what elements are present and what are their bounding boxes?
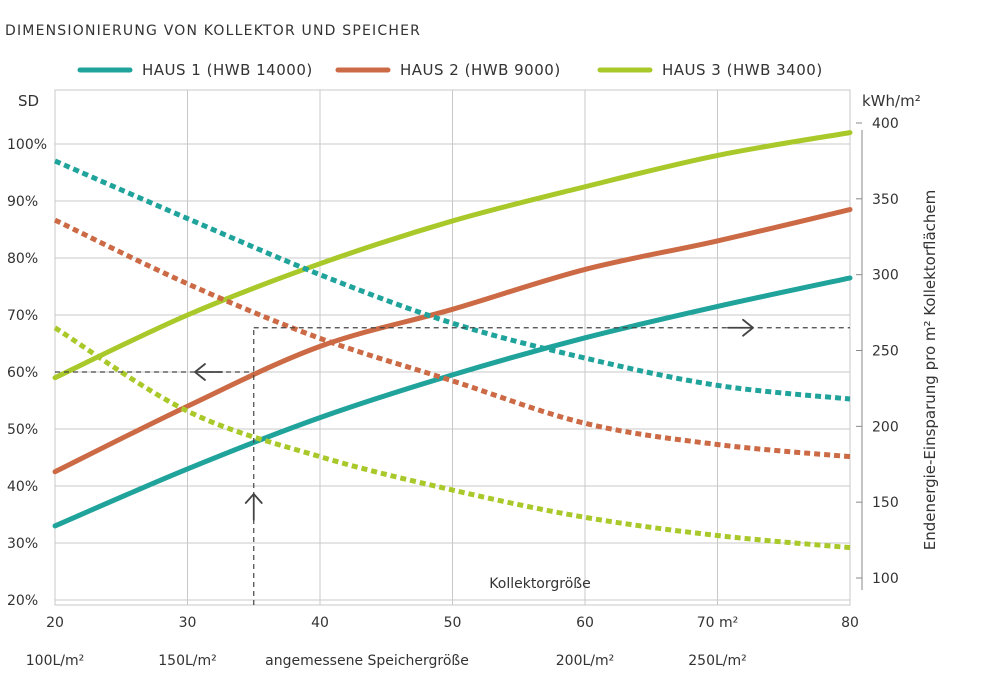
y-left-tick-label: 80% [7, 251, 38, 267]
y-left-tick-label: 100% [7, 137, 47, 153]
y-left-axis-label: SD [18, 92, 39, 110]
storage-axis-label: angemessene Speichergröße [265, 653, 469, 669]
arrow-up-head-icon [244, 493, 263, 504]
axes: 100% 90% 80% 70% 60% 50% 40% 30% 20% 400 350 300 250… [7, 116, 899, 669]
legend: HAUS 1 (HWB 14000) HAUS 2 (HWB 9000) HAUS … [77, 61, 823, 79]
series-line-3-solid [52, 130, 853, 381]
y-left-tick-label: 90% [7, 194, 38, 210]
storage-tick-label: 200L/m² [556, 653, 615, 669]
y-left-tick-label: 30% [7, 536, 38, 552]
y-left-tick-label: 60% [7, 365, 38, 381]
reading-guides [55, 318, 850, 605]
x-tick-label: 60 [576, 615, 594, 631]
y-left-tick-label: 40% [7, 479, 38, 495]
y-left-tick-label: 70% [7, 308, 38, 324]
series-line-4-dotted [54, 158, 851, 402]
arrow-right-head-icon [742, 318, 754, 337]
x-tick-label: 50 [444, 615, 462, 631]
series-line-5-dotted [53, 217, 851, 460]
storage-tick-label: 100L/m² [26, 653, 85, 669]
y-right-unit-label: kWh/m² [862, 92, 921, 110]
y-left-tick-label: 20% [7, 593, 38, 609]
chart-title: DIMENSIONIERUNG VON KOLLEKTOR UND SPEICH… [5, 23, 421, 39]
legend-label: HAUS 3 (HWB 3400) [662, 61, 823, 79]
storage-tick-label: 250L/m² [688, 653, 747, 669]
x-tick-label: 70 m² [697, 615, 739, 631]
grid [54, 89, 851, 606]
y-right-tick-label: 400 [872, 116, 899, 132]
x-tick-label: 30 [179, 615, 197, 631]
series-line-6-dotted [53, 325, 851, 551]
legend-label: HAUS 2 (HWB 9000) [400, 61, 561, 79]
arrow-left-head-icon [194, 363, 206, 381]
y-right-tick-label: 200 [872, 419, 899, 435]
storage-tick-label: 150L/m² [158, 653, 217, 669]
x-tick-label: 80 [841, 615, 859, 631]
y-left-tick-label: 50% [7, 422, 38, 438]
x-tick-label: 20 [46, 615, 64, 631]
series-lines [52, 130, 853, 551]
x-tick-label: 40 [311, 615, 329, 631]
y-right-tick-label: 250 [872, 344, 899, 360]
y-right-tick-label: 150 [872, 495, 899, 511]
y-right-tick-label: 100 [872, 571, 899, 587]
series-line-2-solid [52, 207, 853, 475]
y-right-axis-title: Endenergie-Einsparung pro m² Kollektorfl… [921, 190, 939, 551]
series-line-1-solid [52, 275, 853, 529]
legend-label: HAUS 1 (HWB 14000) [142, 61, 313, 79]
y-right-tick-label: 350 [872, 192, 899, 208]
plot-frame [54, 89, 851, 606]
y-right-tick-label: 300 [872, 268, 899, 284]
x-axis-label: Kollektorgröße [489, 576, 590, 592]
